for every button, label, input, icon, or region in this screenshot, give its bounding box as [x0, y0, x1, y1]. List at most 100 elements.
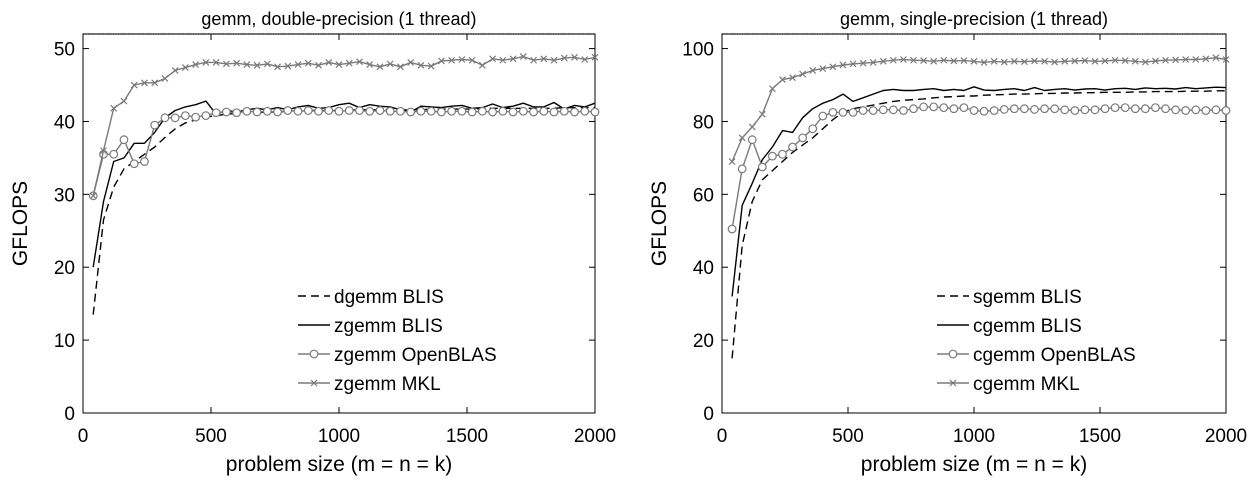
data-point [549, 107, 559, 117]
data-point [1211, 105, 1221, 115]
data-point [1191, 105, 1201, 115]
data-point [919, 102, 928, 112]
data-point [581, 56, 589, 63]
data-point [560, 54, 568, 62]
data-point [334, 106, 344, 116]
y-tick-label: 0 [703, 404, 714, 425]
data-point [999, 105, 1009, 114]
series-line [92, 109, 596, 196]
data-point [242, 106, 252, 116]
data-point [809, 67, 817, 74]
data-point [849, 60, 857, 68]
data-point [293, 106, 303, 116]
series-0 [731, 90, 1226, 359]
data-point [1221, 106, 1231, 115]
data-point [396, 106, 405, 116]
data-point [335, 61, 343, 69]
data-point [889, 56, 897, 64]
data-point [1071, 57, 1079, 65]
data-point [571, 53, 578, 61]
data-point [467, 107, 477, 117]
data-point [417, 61, 425, 69]
data-point [1010, 57, 1018, 65]
data-point [570, 107, 579, 117]
data-point [345, 59, 353, 67]
data-point [868, 106, 878, 115]
data-point [1121, 57, 1129, 65]
data-point [253, 61, 261, 69]
data-point [1009, 104, 1019, 114]
data-point [748, 123, 756, 131]
legend-label: zgemm MKL [334, 374, 441, 395]
chart-0: gemm, double-precision (1 thread)0 500 100… [9, 9, 616, 476]
data-point [181, 64, 189, 71]
data-point [789, 74, 796, 82]
data-point [468, 56, 476, 64]
data-point [900, 56, 907, 63]
y-tick-label: 60 [693, 185, 714, 206]
data-point [100, 147, 107, 155]
data-point [788, 142, 797, 152]
data-point [110, 104, 118, 112]
data-point [808, 124, 818, 134]
data-point [89, 192, 97, 200]
data-point [540, 55, 548, 63]
data-point [109, 149, 119, 159]
data-point [940, 56, 948, 64]
series-3 [728, 54, 1230, 165]
data-point [990, 57, 998, 65]
legend-label: sgemm BLIS [973, 287, 1082, 308]
data-point [509, 55, 517, 63]
data-point [355, 106, 364, 115]
data-point [1161, 104, 1170, 114]
data-point [498, 106, 508, 116]
data-point [1131, 57, 1139, 65]
data-point [1222, 56, 1230, 63]
data-point [457, 106, 467, 116]
y-tick-label: 20 [54, 258, 75, 279]
data-point [1061, 57, 1069, 65]
data-point [818, 111, 828, 121]
data-point [416, 106, 426, 116]
data-point [151, 79, 159, 87]
data-point [1192, 56, 1200, 63]
x-axis-label: problem size (m = n = k) [861, 453, 1087, 476]
data-point [1040, 104, 1049, 114]
series-3 [89, 53, 599, 200]
x-tick-label: 0 [78, 426, 89, 447]
data-point [212, 59, 220, 66]
data-point [447, 106, 457, 116]
legend-marker [948, 349, 958, 359]
data-point [910, 56, 917, 64]
chart-title: gemm, double-precision (1 thread) [201, 9, 476, 29]
data-point [518, 106, 528, 116]
y-axis-label: GFLOPS [9, 181, 32, 266]
data-point [839, 61, 847, 69]
data-point [869, 59, 877, 66]
data-point [119, 135, 129, 145]
data-point [1050, 104, 1060, 114]
data-point [590, 107, 600, 117]
legend-label: dgemm BLIS [334, 287, 444, 308]
legend-label: zgemm OpenBLAS [334, 345, 497, 366]
data-point [1000, 58, 1008, 66]
data-point [838, 107, 848, 117]
data-point [376, 63, 384, 71]
data-point [1100, 104, 1110, 114]
data-point [878, 105, 888, 115]
data-point [799, 70, 807, 78]
data-point [1091, 57, 1099, 65]
data-point [909, 104, 918, 114]
data-point [1212, 54, 1220, 62]
data-point [1172, 56, 1180, 64]
data-point [314, 106, 323, 116]
data-point [559, 106, 569, 116]
data-point [180, 111, 190, 121]
legend: dgemm BLIS zgemm BLIS zgemm OpenBLAS zgemm … [298, 287, 497, 395]
series-line [731, 90, 1226, 359]
series-line [731, 106, 1227, 230]
data-point [130, 81, 138, 89]
data-point [437, 57, 445, 65]
data-point [252, 107, 262, 117]
